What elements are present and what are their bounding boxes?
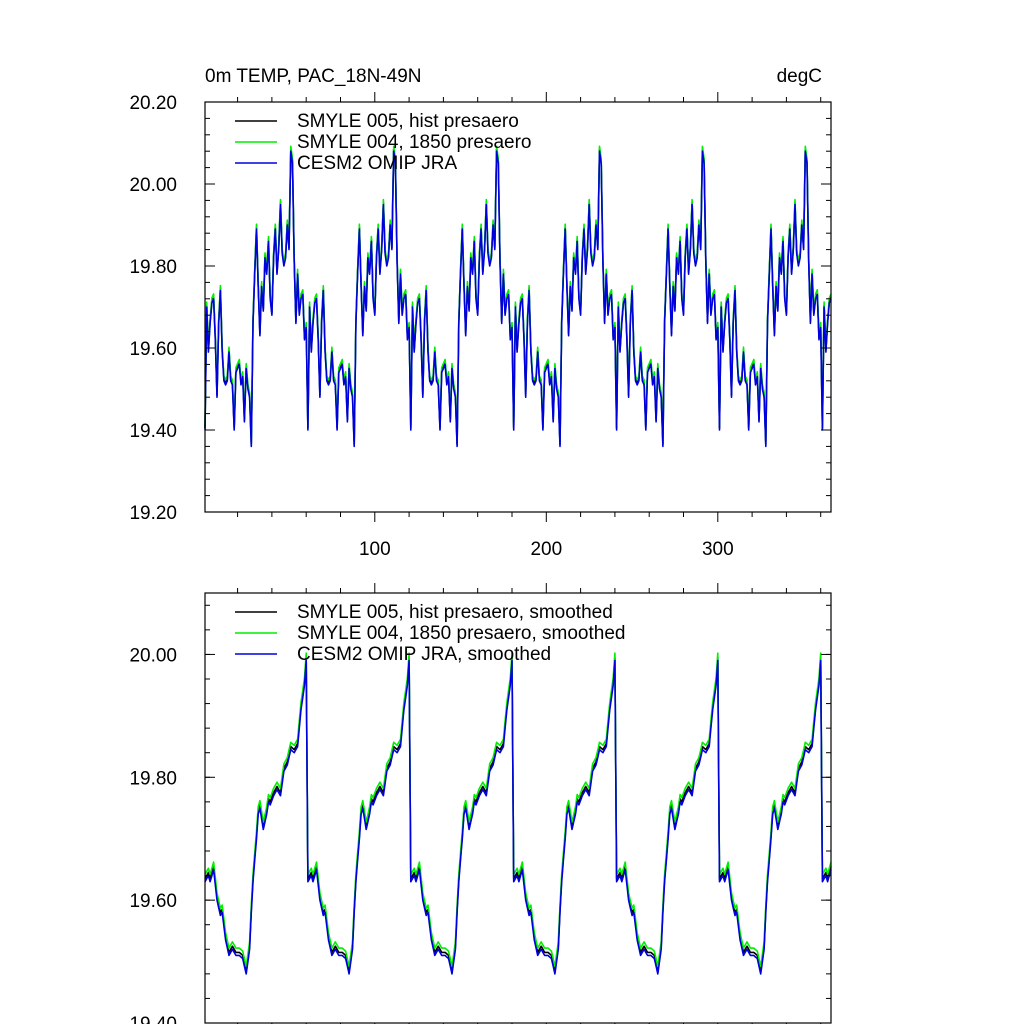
bottom-y-tick-label: 19.80 [129,768,177,789]
top-y-tick-label: 19.60 [129,339,177,360]
top-y-tick-label: 20.20 [129,93,177,114]
bottom-y-tick-label: 19.60 [129,891,177,912]
top-x-tick-label: 200 [530,539,562,560]
bottom-legend-label-1: SMYLE 004, 1850 presaero, smoothed [297,623,625,644]
top-series-line-2 [204,150,832,448]
bottom-series-line-2 [204,659,832,975]
bottom-legend: SMYLE 005, hist presaero, smoothedSMYLE … [235,602,625,665]
top-legend-label-1: SMYLE 004, 1850 presaero [297,132,532,153]
top-plot-frame [204,101,832,513]
bottom-legend-label-2: CESM2 OMIP JRA, smoothed [297,644,551,665]
bottom-legend-label-0: SMYLE 005, hist presaero, smoothed [297,602,613,623]
top-axis-ticks: 19.20 19.40 19.60 19.80 20.00 20.20 100 200 300 [129,92,831,560]
bottom-axis-ticks: 19.40 19.60 19.80 20.00 [129,583,831,1024]
top-y-tick-label: 19.40 [129,421,177,442]
top-x-tick-label: 300 [702,539,734,560]
bottom-series-line-1 [204,652,832,968]
top-y-tick-label: 20.00 [129,175,177,196]
bottom-series-line-0 [204,656,832,972]
top-legend-label-2: CESM2 OMIP JRA [297,153,457,174]
top-y-tick-label: 19.80 [129,257,177,278]
bottom-panel: 19.40 19.60 19.80 20.00 SMYLE 005, hist pre… [129,583,832,1024]
top-x-tick-label: 100 [359,539,391,560]
bottom-y-tick-label: 20.00 [129,645,177,666]
bottom-series-group [204,652,832,975]
chart-title-left: 0m TEMP, PAC_18N-49N [205,66,421,87]
chart-title-right: degC [777,66,822,87]
top-y-tick-label: 19.20 [129,503,177,524]
top-legend-label-0: SMYLE 005, hist presaero [297,111,519,132]
bottom-plot-frame [204,592,832,1024]
bottom-y-tick-label: 19.40 [129,1014,177,1024]
top-series-group [204,145,832,448]
